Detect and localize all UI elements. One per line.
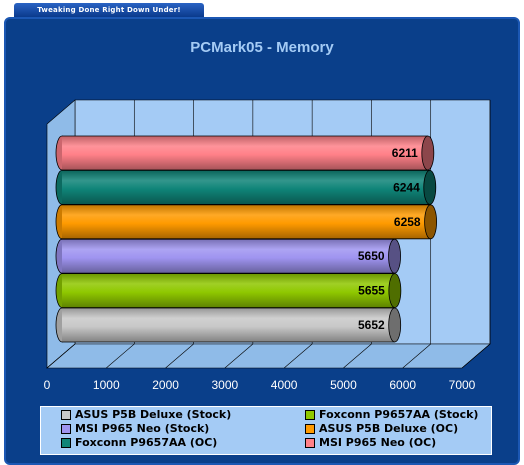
bar-value-label: 6211 (392, 146, 418, 160)
legend-swatch (305, 423, 315, 434)
floor-gridline (461, 343, 491, 369)
x-tick-label: 2000 (152, 378, 179, 392)
bar-value-label: 5652 (358, 318, 385, 332)
legend-item: ASUS P5B Deluxe (OC) (305, 422, 458, 435)
x-tick-label: 0 (44, 378, 51, 392)
legend-label: MSI P965 Neo (Stock) (75, 422, 210, 435)
legend-label: ASUS P5B Deluxe (OC) (319, 422, 459, 435)
x-tick-label: 3000 (212, 378, 239, 392)
x-tick-label: 7000 (449, 378, 476, 392)
bar (55, 135, 435, 171)
x-axis: 0 1000 2000 3000 4000 5000 6000 7000 (44, 378, 476, 392)
floor (46, 343, 491, 369)
legend-swatch (61, 409, 71, 420)
bar (55, 169, 437, 205)
legend-swatch (305, 437, 315, 448)
x-tick-label: 6000 (389, 378, 416, 392)
x-tick-label: 5000 (330, 378, 357, 392)
legend-item: Foxconn P9657AA (Stock) (305, 408, 478, 421)
legend-swatch (61, 423, 71, 434)
x-tick-label: 1000 (93, 378, 120, 392)
legend-item: ASUS P5B Deluxe (Stock) (61, 408, 231, 421)
legend-label: MSI P965 Neo (OC) (319, 436, 437, 449)
bar-value-label: 6258 (394, 215, 421, 229)
bar (55, 273, 402, 309)
bar (55, 307, 402, 343)
legend-item: MSI P965 Neo (Stock) (61, 422, 209, 435)
floor-gridline (165, 343, 194, 369)
floor-gridline (343, 343, 372, 369)
legend-item: MSI P965 Neo (OC) (305, 436, 436, 449)
legend-item: Foxconn P9657AA (OC) (61, 436, 217, 449)
bars: 6211 6244 6258 5650 5655 5652 (55, 135, 438, 343)
legend-label: Foxconn P9657AA (OC) (75, 436, 218, 449)
floor-gridline (46, 343, 76, 369)
legend-swatch (305, 409, 315, 420)
floor-gridline (106, 343, 135, 369)
legend-swatch (61, 437, 71, 448)
x-tick-label: 4000 (271, 378, 298, 392)
legend-label: ASUS P5B Deluxe (Stock) (75, 408, 232, 421)
floor-gridline (402, 343, 431, 369)
bar-value-label: 6244 (393, 180, 420, 194)
bar (55, 204, 438, 240)
legend-label: Foxconn P9657AA (Stock) (319, 408, 479, 421)
site-tagline-tab: Tweaking Done Right Down Under! (14, 3, 204, 17)
legend: ASUS P5B Deluxe (Stock) Foxconn P9657AA (… (40, 406, 492, 455)
chart-title: PCMark05 - Memory (190, 39, 334, 56)
floor-gridline (283, 343, 313, 369)
floor-gridline (224, 343, 254, 369)
bar-value-label: 5650 (358, 249, 385, 263)
bar-value-label: 5655 (358, 284, 385, 298)
bar (55, 238, 401, 274)
